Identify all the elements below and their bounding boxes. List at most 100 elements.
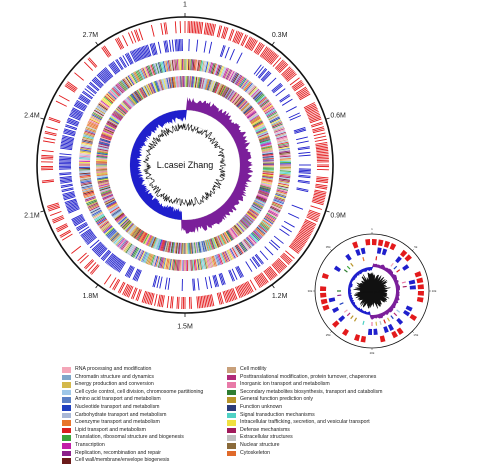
reverse-cds-mark <box>59 173 71 174</box>
legend-label: Inorganic ion transport and metabolism <box>240 381 330 389</box>
reverse-cds-mark <box>263 73 271 82</box>
forward-cds-mark <box>74 73 83 81</box>
inset-cog-mark <box>403 286 407 287</box>
inset-forward-block <box>320 293 326 298</box>
forward-cds-mark <box>289 246 298 253</box>
inset-forward-block <box>390 243 397 250</box>
forward-cds-mark <box>42 180 54 181</box>
reverse-cds-mark <box>246 262 252 272</box>
reverse-cds-mark <box>157 276 160 288</box>
forward-cds-mark <box>285 71 294 79</box>
axis-tick-label: 1 <box>183 2 187 9</box>
forward-cds-mark <box>312 127 324 130</box>
legend-swatch <box>62 443 71 449</box>
inset-reverse-block <box>355 249 361 256</box>
cog-mark <box>176 59 177 70</box>
reverse-cds-mark <box>297 141 309 143</box>
cog-mark <box>79 173 90 174</box>
legend-swatch <box>62 435 71 441</box>
forward-cds-mark <box>177 297 178 309</box>
cog-mark <box>96 170 107 171</box>
inset-cog-mark <box>363 321 364 325</box>
reverse-cds-mark <box>169 40 170 52</box>
forward-cds-mark <box>219 26 222 38</box>
reverse-cds-mark <box>271 240 280 248</box>
inset-forward-block <box>418 284 424 289</box>
reverse-cds-mark <box>178 39 179 51</box>
forward-cds-mark <box>277 62 285 71</box>
inset-forward-block <box>410 314 417 321</box>
forward-cds-mark <box>317 157 329 158</box>
forward-cds-mark <box>317 159 329 160</box>
inset-reverse-block <box>334 266 341 272</box>
legend-item: Cytoskeleton <box>227 450 382 458</box>
forward-cds-mark <box>41 159 53 160</box>
legend-swatch <box>62 367 71 373</box>
legend-item: Defense mechanisms <box>227 427 382 435</box>
legend-label: Cell wall/membrane/envelope biogenesis <box>75 457 169 465</box>
legend-item: Intracellular trafficking, secretion, an… <box>227 419 382 427</box>
cog-mark <box>193 59 194 70</box>
inset-axis-tick-label: 1 <box>371 227 373 231</box>
cog-mark <box>189 243 190 254</box>
legend-label: Transcription <box>75 442 105 450</box>
cog-mark <box>280 170 291 171</box>
forward-cds-mark <box>175 21 176 33</box>
axis-tick <box>272 42 274 45</box>
inset-forward-block <box>400 250 407 257</box>
legend-item: Signal transduction mechanisms <box>227 412 382 420</box>
cog-mark <box>79 159 90 160</box>
inset-forward-block <box>416 278 423 284</box>
forward-cds-mark <box>42 181 54 182</box>
reverse-cds-mark <box>299 170 311 171</box>
legend-label: Nuclear structure <box>240 442 280 450</box>
legend-label: Translation, ribosomal structure and bio… <box>75 434 184 442</box>
forward-cds-mark <box>315 139 327 141</box>
forward-cds-mark <box>314 136 326 138</box>
forward-cds-mark <box>151 25 154 37</box>
legend-item: RNA processing and modification <box>62 366 203 374</box>
reverse-cds-mark <box>158 42 161 54</box>
forward-cds-mark <box>220 292 223 304</box>
forward-cds-mark <box>287 74 296 82</box>
inset-reverse-block <box>373 329 377 335</box>
inset-forward-block <box>361 336 366 343</box>
axis-tick-label: 0.9M <box>330 212 346 219</box>
reverse-cds-mark <box>205 277 207 289</box>
reverse-cds-mark <box>269 242 278 250</box>
inset-forward-block <box>405 254 412 261</box>
inset-cog-mark <box>376 256 377 260</box>
reverse-cds-mark <box>60 176 72 177</box>
reverse-cds-mark <box>288 213 299 218</box>
reverse-cds-mark <box>76 222 86 228</box>
forward-cds-mark <box>270 54 278 63</box>
inset-cog-mark <box>376 322 377 326</box>
cog-mark <box>180 260 181 271</box>
forward-cds-mark <box>266 51 273 60</box>
legend-item: General function prediction only <box>227 396 382 404</box>
forward-cds-mark <box>200 22 201 34</box>
legend-item: Replication, recombination and repair <box>62 450 203 458</box>
legend-label: Posttranslational modification, protein … <box>240 374 376 382</box>
inset-cog-mark <box>391 263 393 266</box>
inset-reverse-block <box>406 306 413 312</box>
inset-cog-mark <box>340 303 344 305</box>
axis-tick <box>272 285 274 288</box>
cog-mark <box>280 174 291 175</box>
forward-cds-mark <box>217 25 220 37</box>
forward-cds-mark <box>41 155 53 156</box>
inset-forward-block <box>332 320 339 327</box>
cog-mark <box>79 155 90 156</box>
forward-cds-mark <box>314 133 326 136</box>
reverse-cds-mark <box>284 221 294 227</box>
forward-cds-mark <box>59 95 70 101</box>
legend-swatch <box>62 390 71 396</box>
inset-forward-block <box>352 241 358 248</box>
legend-item: Posttranslational modification, protein … <box>227 374 382 382</box>
axis-tick-label: 1.8M <box>83 293 99 300</box>
axis-tick-label: 2.1M <box>24 212 40 219</box>
legend-item: Chromatin structure and dynamics <box>62 374 203 382</box>
forward-cds-mark <box>284 70 293 78</box>
reverse-cds-mark <box>272 83 281 91</box>
